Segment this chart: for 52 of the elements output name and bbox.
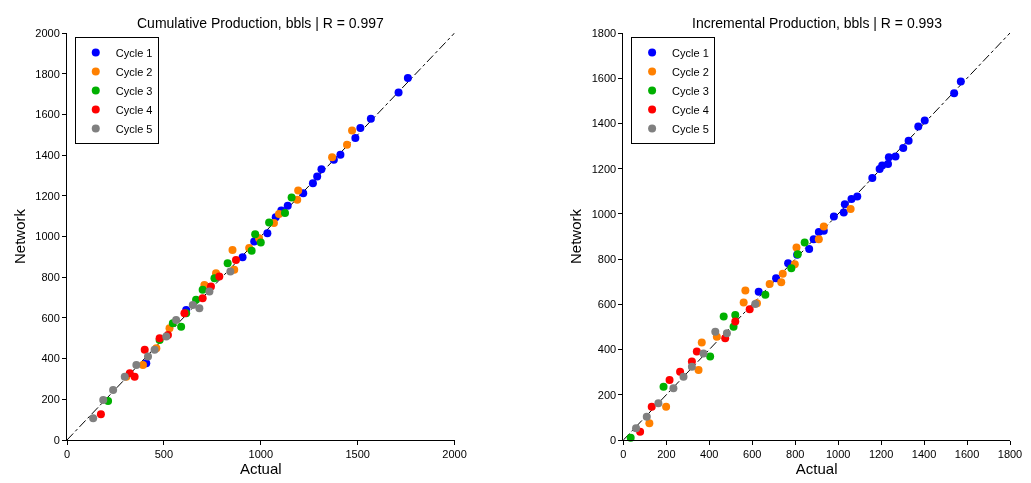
legend-label: Cycle 5 — [115, 122, 153, 135]
legend-label: Cycle 1 — [115, 46, 153, 59]
y-tick-label: 200 — [41, 393, 60, 406]
legend-label: Cycle 2 — [115, 65, 153, 78]
y-tick-label: 800 — [41, 271, 60, 284]
x-tick-label: 600 — [743, 448, 762, 461]
y-tick-label: 0 — [53, 433, 60, 446]
x-tick-label: 1000 — [825, 448, 851, 461]
y-axis-title: Network — [566, 208, 584, 265]
y-tick-label: 400 — [597, 343, 617, 356]
y-tick-label: 400 — [41, 352, 60, 365]
legend-label: Cycle 1 — [672, 46, 709, 59]
legend-label: Cycle 4 — [672, 103, 709, 116]
y-tick-label: 1200 — [591, 162, 617, 175]
x-tick-label: 400 — [700, 448, 719, 461]
x-tick-label: 0 — [620, 448, 627, 461]
x-tick-label: 1000 — [248, 448, 274, 461]
y-tick-label: 1200 — [35, 189, 60, 202]
x-tick-label: 1500 — [345, 448, 370, 461]
x-axis-title: Actual — [795, 460, 838, 478]
x-tick-label: 200 — [657, 448, 676, 461]
y-tick-label: 1400 — [591, 117, 617, 130]
x-tick-label: 500 — [154, 448, 174, 461]
y-tick-label: 1000 — [591, 207, 617, 220]
y-tick-label: 600 — [41, 311, 60, 324]
legend-label: Cycle 3 — [672, 84, 709, 97]
x-tick-label: 1200 — [868, 448, 894, 461]
x-tick-label: 800 — [786, 448, 805, 461]
y-tick-label: 1600 — [35, 108, 60, 121]
y-tick-label: 0 — [610, 433, 617, 446]
x-tick-label: 0 — [63, 448, 71, 461]
y-axis-title: Network — [10, 208, 28, 265]
legend-label: Cycle 5 — [672, 122, 709, 135]
y-tick-label: 800 — [597, 252, 617, 265]
x-tick-label: 1600 — [954, 448, 980, 461]
x-tick-label: 1400 — [911, 448, 937, 461]
y-tick-label: 1400 — [35, 148, 60, 161]
legend-label: Cycle 3 — [115, 84, 153, 97]
y-tick-label: 1800 — [591, 26, 617, 39]
x-tick-label: 2000 — [442, 448, 467, 461]
y-tick-label: 1800 — [35, 67, 60, 80]
y-tick-label: 1600 — [591, 72, 617, 85]
y-tick-label: 2000 — [35, 26, 60, 39]
chart-title: Cumulative Production, bbls | R = 0.997 — [137, 15, 385, 31]
chart-title: Incremental Production, bbls | R = 0.993 — [692, 15, 943, 31]
y-tick-label: 1000 — [35, 230, 60, 243]
legend-label: Cycle 4 — [115, 103, 153, 116]
legend-label: Cycle 2 — [672, 65, 709, 78]
y-tick-label: 600 — [597, 298, 617, 311]
x-axis-title: Actual — [239, 460, 282, 478]
x-tick-label: 1800 — [997, 448, 1023, 461]
y-tick-label: 200 — [597, 388, 617, 401]
